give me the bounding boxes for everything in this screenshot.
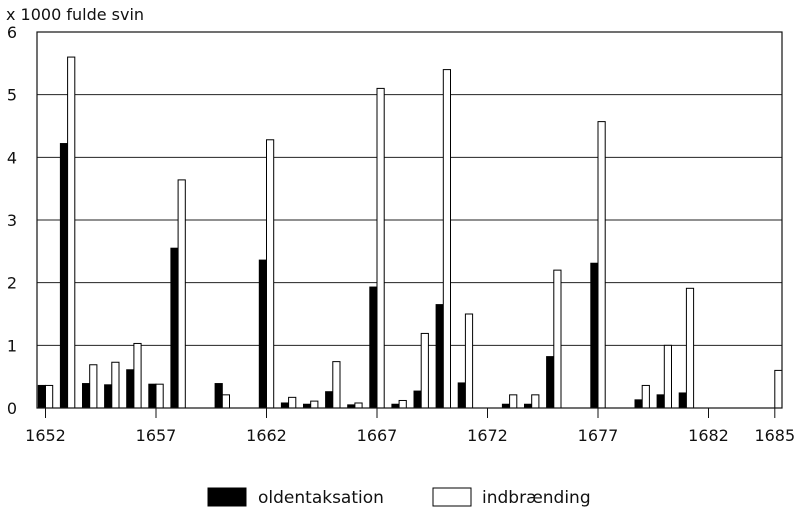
bar-oldentaksation (546, 356, 555, 409)
bar-oldentaksation (634, 399, 643, 409)
bar-indbraending (597, 121, 606, 409)
y-tick-label: 6 (7, 23, 17, 42)
legend-swatch-oldentaksation (207, 487, 247, 507)
bar-indbraending (420, 332, 429, 409)
gridlines (37, 94, 782, 346)
bar-oldentaksation (82, 383, 91, 409)
bar-indbraending (288, 396, 297, 409)
bar-indbraending (464, 313, 474, 409)
bar-oldentaksation (59, 143, 69, 409)
bar-oldentaksation (37, 384, 46, 409)
bar-oldentaksation (435, 304, 444, 409)
bar-indbraending (67, 56, 76, 409)
bar-indbraending (531, 394, 540, 409)
y-axis-title: x 1000 fulde svin (6, 5, 144, 24)
y-tick-label: 1 (7, 336, 17, 355)
bar-indbraending (310, 400, 319, 409)
bar-indbraending (332, 361, 341, 409)
bar-indbraending (111, 361, 120, 409)
bar-oldentaksation (656, 394, 665, 409)
bar-oldentaksation (258, 259, 267, 409)
y-tick-label: 5 (7, 86, 17, 105)
bar-indbraending (398, 399, 407, 409)
bar-oldentaksation (678, 392, 687, 409)
bar-indbraending (354, 402, 363, 409)
bar-indbraending (45, 384, 54, 409)
bar-indbraending (509, 394, 518, 409)
bar-indbraending (663, 344, 672, 409)
legend-label-oldentaksation: oldentaksation (258, 488, 384, 508)
y-tick-label: 4 (7, 148, 17, 167)
bar-indbraending (553, 269, 562, 409)
bar-indbraending (641, 384, 650, 409)
legend: oldentaksation indbrænding (207, 487, 591, 508)
bar-oldentaksation (170, 247, 179, 409)
bar-indbraending (177, 179, 186, 409)
legend-label-indbraending: indbrænding (482, 488, 591, 508)
bar-indbraending (442, 69, 451, 409)
x-tick-label: 1657 (136, 426, 177, 445)
bar-oldentaksation (214, 383, 223, 409)
bar-oldentaksation (413, 390, 422, 409)
bar-oldentaksation (126, 369, 135, 409)
plot-area-frame (36, 31, 783, 409)
bar-indbraending (89, 364, 98, 409)
bar-indbraending (155, 383, 164, 409)
x-tick-label: 1652 (25, 426, 66, 445)
x-tick-label: 1685 (754, 426, 795, 445)
bar-indbraending (376, 87, 385, 409)
y-tick-label: 2 (7, 274, 17, 293)
bar-oldentaksation (325, 391, 334, 409)
bar-indbraending (221, 394, 231, 409)
y-tick-label: 0 (7, 399, 17, 418)
bar-indbraending (133, 342, 142, 409)
y-tick-label: 3 (7, 211, 17, 230)
bar-indbraending (774, 369, 783, 409)
bar-oldentaksation (369, 286, 378, 409)
x-tick-label: 1677 (578, 426, 619, 445)
bar-oldentaksation (104, 384, 113, 409)
x-tick-label: 1682 (688, 426, 729, 445)
bar-indbraending (266, 139, 275, 409)
bar-oldentaksation (457, 382, 466, 409)
bar-oldentaksation (590, 262, 599, 409)
legend-swatch-indbraending (432, 487, 472, 507)
bar-indbraending (685, 287, 695, 409)
bar-oldentaksation (148, 383, 157, 409)
x-tick-label: 1667 (357, 426, 398, 445)
bars (37, 56, 783, 409)
y-axis-ticks: 0 1 2 3 4 5 6 (7, 23, 17, 418)
bar-oldentaksation (280, 402, 290, 409)
x-axis-ticks: 1652 1657 1662 1667 1672 1677 1682 1685 (25, 408, 795, 445)
x-tick-label: 1672 (467, 426, 508, 445)
x-tick-label: 1662 (246, 426, 287, 445)
